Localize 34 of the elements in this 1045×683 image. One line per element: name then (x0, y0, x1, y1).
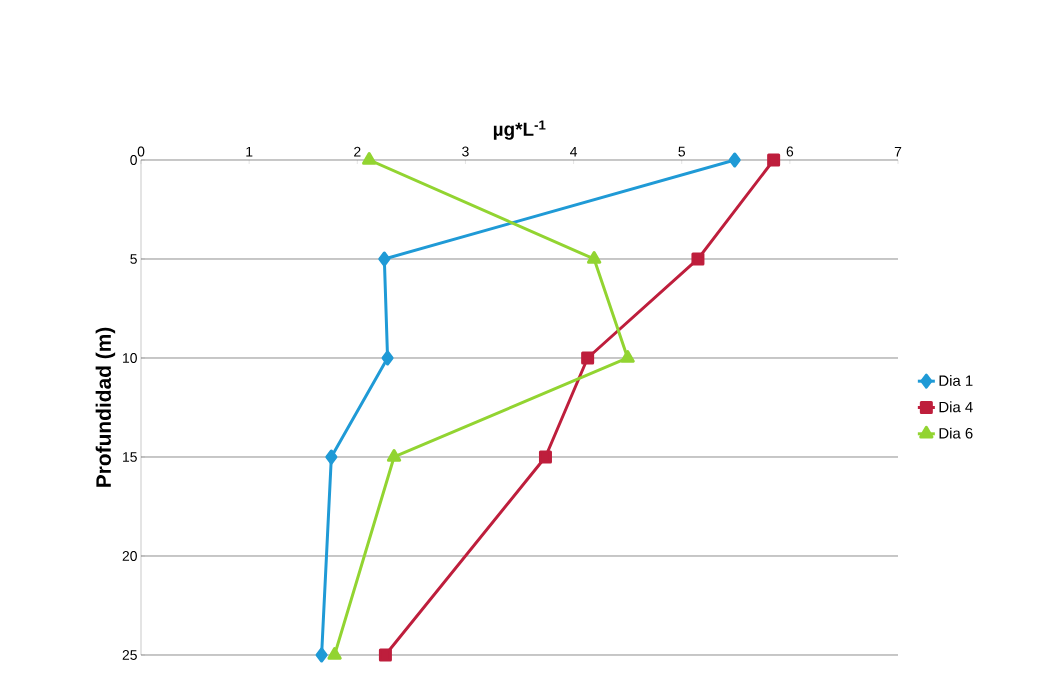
y-tick-label: 5 (130, 254, 137, 264)
x-tick-label: 6 (786, 146, 794, 157)
y-tick-label: 25 (122, 650, 137, 660)
x-tick-label: 3 (462, 146, 469, 157)
y-tick-label: 15 (123, 452, 137, 462)
y-tick-label: 20 (122, 551, 137, 561)
y-tick-label: 10 (123, 353, 137, 363)
point (587, 250, 602, 264)
y-axis-title: Profundidad (m) (95, 327, 116, 487)
point (386, 448, 402, 462)
point (378, 251, 391, 267)
x-tick-label: 5 (678, 146, 686, 157)
x-tick-label: 0 (137, 146, 145, 157)
x-tick-label: 4 (570, 146, 578, 157)
point (620, 349, 635, 363)
point (315, 647, 328, 663)
legend-label: Dia 4 (939, 401, 973, 413)
x-tick-label: 7 (894, 146, 902, 157)
point (327, 646, 342, 660)
point (362, 151, 377, 165)
x-tick-label: 2 (354, 146, 361, 157)
point (378, 648, 392, 662)
point (325, 449, 338, 465)
y-tick-label: 0 (130, 155, 137, 165)
point (381, 350, 394, 366)
point (767, 153, 781, 167)
point (728, 152, 741, 168)
x-axis-title: µg*L$^{-1}$ (493, 120, 546, 140)
point (691, 252, 705, 266)
point (538, 450, 552, 464)
point (581, 351, 595, 365)
legend-label: Dia 6 (939, 427, 973, 439)
x-tick-label: 1 (246, 146, 253, 157)
legend-label: Dia 1 (939, 375, 973, 386)
